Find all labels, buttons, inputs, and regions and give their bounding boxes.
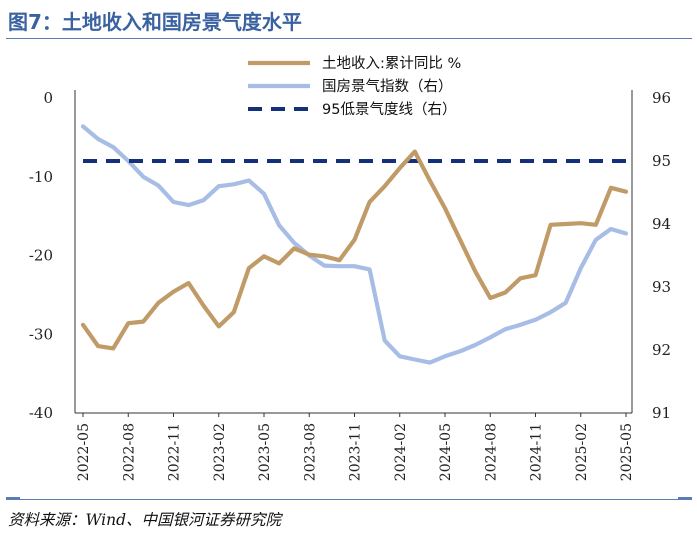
source-note: 资料来源：Wind、中国银河证券研究院 — [8, 511, 282, 529]
series-line-land-revenue — [80, 149, 629, 351]
series-line-housing-index — [80, 124, 629, 365]
right-tick-label: 91 — [652, 404, 671, 422]
footer-divider — [6, 499, 692, 500]
left-tick-label: -10 — [29, 168, 53, 186]
right-tick-label: 96 — [652, 89, 671, 107]
right-tick-label: 92 — [652, 341, 671, 359]
right-tick-label: 95 — [652, 152, 671, 170]
plot-area: 0 -10 -20 -30 -40 96 95 94 93 92 91 2022-05 2022-08 2… — [29, 55, 671, 481]
left-tick-label: 0 — [43, 89, 53, 107]
left-tick-label: -20 — [29, 247, 53, 265]
legend-label-1: 土地收入:累计同比 % — [322, 55, 461, 72]
x-tick-label: 2025-02 — [574, 423, 590, 481]
x-tick-label: 2023-08 — [302, 423, 318, 481]
x-tick-label: 2024-08 — [483, 423, 499, 481]
x-tick-label: 2023-11 — [348, 423, 364, 481]
x-tick-label: 2022-11 — [167, 423, 183, 481]
footer-divider-mark-right — [678, 497, 692, 499]
legend-label-2: 国房景气指数（右） — [322, 78, 453, 95]
footer-divider-mark-left — [6, 497, 20, 499]
x-tick-label: 2022-05 — [76, 423, 92, 481]
left-tick-label: -30 — [29, 325, 53, 343]
x-tick-label: 2023-05 — [257, 423, 273, 481]
x-tick-label: 2024-05 — [438, 423, 454, 481]
x-tick-label: 2024-11 — [529, 423, 545, 481]
right-tick-label: 94 — [652, 215, 671, 233]
figure-title: 图7：土地收入和国房景气度水平 — [8, 10, 302, 34]
title-divider — [6, 38, 692, 39]
x-tick-label: 2023-02 — [212, 423, 228, 481]
x-tick-label: 2025-05 — [619, 423, 635, 481]
legend-label-3: 95低景气度线（右） — [322, 101, 456, 118]
chart: 0 -10 -20 -30 -40 96 95 94 93 92 91 2022-05 2022-08 2… — [29, 55, 671, 481]
x-tick-label: 2022-08 — [121, 423, 137, 481]
x-tick-label: 2024-02 — [393, 423, 409, 481]
left-tick-label: -40 — [29, 404, 53, 422]
right-tick-label: 93 — [652, 278, 671, 296]
